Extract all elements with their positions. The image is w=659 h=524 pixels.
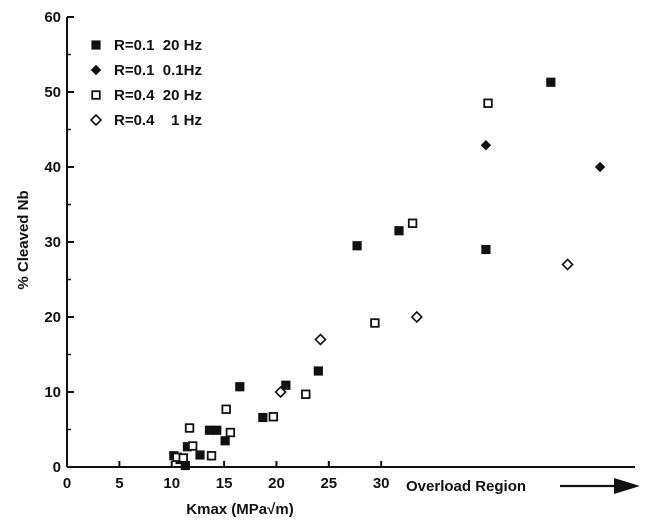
y-tick-label: 10 (44, 384, 61, 401)
legend: R=0.1 20 Hz R=0.1 0.1Hz R=0.4 20 Hz R=0.4 1… (89, 37, 202, 129)
data-point (212, 425, 222, 435)
data-point (182, 442, 193, 452)
data-point (178, 453, 188, 463)
x-axis-label: Kmax (MPa√m) (186, 501, 293, 518)
data-point (180, 460, 190, 471)
data-point (314, 333, 327, 346)
data-point (481, 244, 491, 255)
x-tick-label: 5 (115, 475, 123, 492)
data-point (274, 385, 287, 399)
y-tick-label: 20 (44, 309, 61, 326)
legend-label: R=0.1 20 Hz (114, 37, 202, 54)
data-point (206, 451, 217, 461)
y-axis-label: % Cleaved Nb (15, 190, 32, 289)
data-point (268, 412, 279, 422)
data-point (480, 140, 492, 151)
y-tick-label: 50 (44, 84, 61, 101)
data-point (370, 318, 380, 328)
data-point (407, 218, 418, 228)
data-points (169, 77, 606, 471)
legend-marker (89, 113, 103, 127)
arrow-head (614, 478, 640, 494)
x-axis: 0 5 10 15 20 25 30 (63, 461, 390, 492)
data-point (258, 412, 268, 423)
legend-marker (91, 90, 101, 100)
x-tick-label: 30 (373, 475, 390, 492)
y-axis: 0 10 20 30 40 50 60 (44, 9, 74, 476)
y-tick-label: 60 (44, 9, 61, 26)
overload-region-arrow (560, 478, 640, 494)
data-point (281, 380, 291, 390)
data-point (394, 226, 404, 236)
data-point (301, 389, 311, 399)
legend-marker (90, 64, 102, 76)
x-tick-label: 0 (63, 475, 71, 492)
data-point (594, 161, 606, 173)
legend-label: R=0.4 20 Hz (114, 87, 202, 104)
data-point (187, 441, 198, 451)
legend-label: R=0.1 0.1Hz (114, 62, 202, 79)
data-point (483, 98, 493, 108)
data-point (546, 77, 556, 87)
x-tick-label: 10 (163, 475, 180, 492)
x-tick-label: 25 (320, 475, 337, 492)
data-point (410, 310, 423, 324)
data-point (225, 427, 236, 438)
data-point (313, 366, 323, 376)
data-point (352, 241, 362, 251)
x-tick-label: 15 (216, 475, 233, 492)
data-point (184, 423, 195, 433)
legend-label: R=0.4 1 Hz (114, 112, 202, 129)
overload-region-annotation: Overload Region (406, 478, 526, 495)
legend-marker (91, 40, 101, 50)
data-point (235, 382, 245, 392)
y-tick-label: 40 (44, 159, 61, 176)
y-tick-label: 0 (53, 459, 61, 476)
data-point (195, 450, 205, 460)
y-tick-label: 30 (44, 234, 61, 251)
data-point (561, 258, 574, 271)
data-point (220, 436, 230, 446)
data-point (221, 404, 231, 414)
x-tick-label: 20 (268, 475, 285, 492)
data-point (204, 425, 215, 435)
